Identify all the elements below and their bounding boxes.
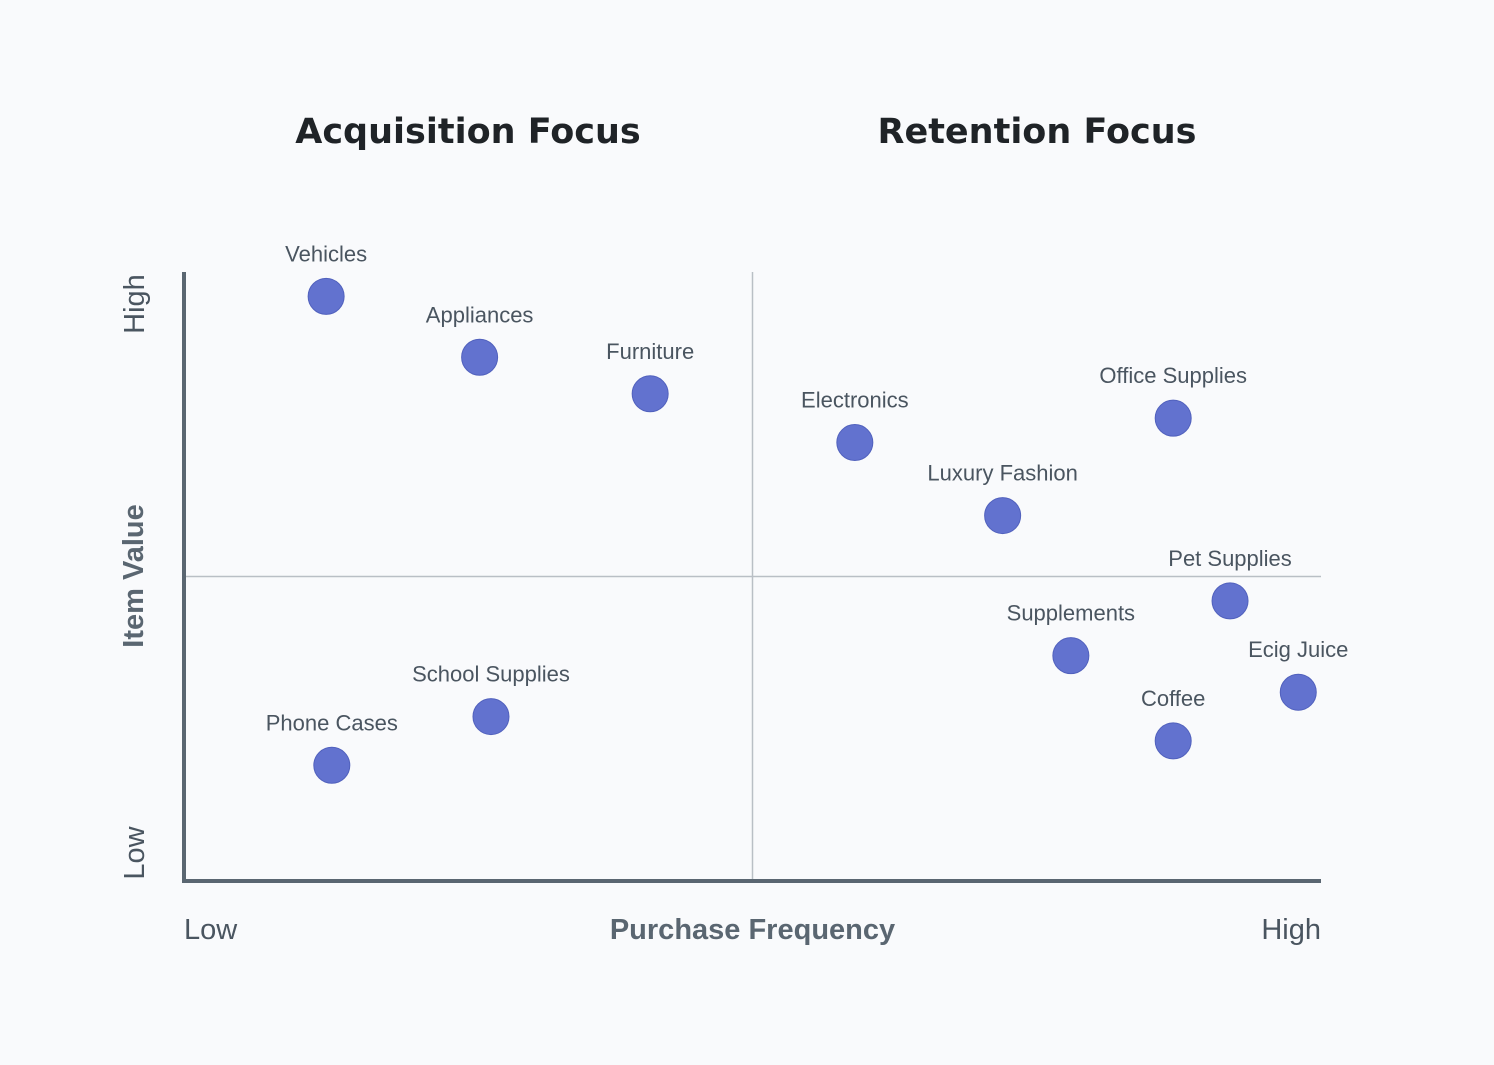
- point-label: Phone Cases: [266, 710, 398, 735]
- point-marker: [631, 375, 669, 413]
- data-point-appliances: Appliances: [426, 302, 534, 376]
- point-marker: [461, 338, 499, 376]
- data-point-office-supplies: Office Supplies: [1099, 363, 1247, 437]
- point-marker: [1052, 637, 1090, 675]
- data-point-luxury-fashion: Luxury Fashion: [927, 461, 1078, 535]
- point-label: Ecig Juice: [1248, 637, 1348, 662]
- data-point-coffee: Coffee: [1141, 686, 1205, 760]
- point-marker: [472, 698, 510, 736]
- point-marker: [836, 424, 874, 462]
- data-point-phone-cases: Phone Cases: [266, 710, 398, 784]
- retention-focus-title: Retention Focus: [877, 112, 1197, 152]
- point-marker: [313, 746, 351, 784]
- point-marker: [1154, 399, 1192, 437]
- x-axis-label: Purchase Frequency: [610, 914, 895, 946]
- point-label: Pet Supplies: [1168, 546, 1292, 571]
- data-point-supplements: Supplements: [1007, 601, 1135, 675]
- acquisition-focus-title: Acquisition Focus: [295, 112, 641, 152]
- x-tick-label-high: High: [1261, 914, 1321, 946]
- point-label: Supplements: [1007, 601, 1135, 626]
- data-point-pet-supplies: Pet Supplies: [1168, 546, 1292, 620]
- data-points: Vehicles Appliances Furniture Electronics Of…: [266, 241, 1348, 784]
- data-point-electronics: Electronics: [801, 388, 909, 462]
- y-tick-label-low: Low: [119, 825, 151, 879]
- point-marker: [1154, 722, 1192, 760]
- x-tick-label-low: Low: [184, 914, 238, 946]
- y-axis-label: Item Value: [118, 504, 150, 647]
- point-label: Electronics: [801, 388, 909, 413]
- point-marker: [1279, 673, 1317, 711]
- point-label: School Supplies: [412, 662, 570, 687]
- point-label: Vehicles: [285, 241, 367, 266]
- point-marker: [1211, 582, 1249, 620]
- data-point-school-supplies: School Supplies: [412, 662, 570, 736]
- point-label: Coffee: [1141, 686, 1205, 711]
- point-label: Office Supplies: [1099, 363, 1247, 388]
- data-point-ecig-juice: Ecig Juice: [1248, 637, 1348, 711]
- point-label: Furniture: [606, 339, 694, 364]
- point-marker: [984, 497, 1022, 535]
- point-label: Luxury Fashion: [927, 461, 1077, 486]
- data-point-vehicles: Vehicles: [285, 241, 367, 315]
- point-label: Appliances: [426, 302, 534, 327]
- point-marker: [307, 277, 345, 315]
- y-tick-label-high: High: [119, 274, 151, 334]
- data-point-furniture: Furniture: [606, 339, 694, 413]
